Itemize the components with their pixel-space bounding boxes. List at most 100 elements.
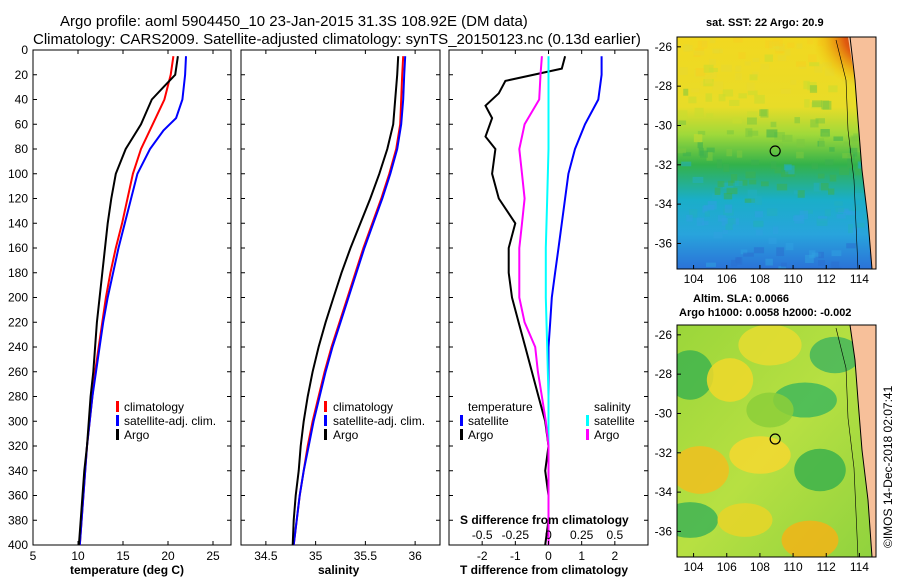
sst-pixel xyxy=(745,128,753,138)
sst-pixel xyxy=(785,165,795,175)
sst-pixel xyxy=(754,211,763,218)
depth-tick-label: 400 xyxy=(8,538,28,552)
lat-tick-label: -36 xyxy=(655,236,673,250)
sst-pixel xyxy=(681,161,692,167)
lon-tick-label: 104 xyxy=(684,560,704,574)
sst-pixel xyxy=(701,221,709,226)
sst-pixel xyxy=(688,96,697,104)
sst-pixel xyxy=(843,141,851,147)
lat-tick-label: -36 xyxy=(655,524,673,538)
depth-tick-marks xyxy=(33,49,648,546)
series-satellite-adj-clim- xyxy=(292,56,407,546)
sst-pixel xyxy=(765,258,773,266)
sst-pixel xyxy=(695,68,706,77)
sst-pixel xyxy=(682,152,692,157)
temperature-legend: climatology satellite-adj. clim. Argo xyxy=(116,400,216,442)
sst-pixel xyxy=(824,159,834,166)
sst-pixel xyxy=(797,190,805,198)
sst-pixel xyxy=(747,117,757,125)
difference-xlabel: T difference from climatology xyxy=(460,563,628,577)
legend-salinity-title: salinity xyxy=(594,400,631,414)
x-tick-label: 25 xyxy=(206,549,220,563)
sst-pixel xyxy=(772,226,779,235)
sst-pixel xyxy=(726,130,734,135)
depth-tick-label: 20 xyxy=(15,68,29,82)
depth-tick-label: 280 xyxy=(8,390,28,404)
salinity-difference-axis: -0.5 -0.25 0 0.25 0.5 xyxy=(472,528,624,542)
salinity-x-axis: 34.5 35 35.5 36 xyxy=(254,50,422,563)
depth-tick-label: 120 xyxy=(8,192,28,206)
legend-swatch-s-satellite xyxy=(586,415,589,426)
x-tick-label: 35 xyxy=(309,549,323,563)
temperature-xlabel: temperature (deg C) xyxy=(70,563,184,577)
sst-map xyxy=(677,37,876,269)
series-satellite-adj-clim- xyxy=(78,56,187,546)
depth-tick-label: 140 xyxy=(8,216,28,230)
sst-pixel xyxy=(857,222,866,228)
difference-x-axis: -2 -1 0 1 2 xyxy=(477,50,618,563)
depth-tick-label: 0 xyxy=(21,43,28,57)
sst-pixel xyxy=(842,153,853,159)
australia-land xyxy=(848,37,876,269)
x-tick-label: 10 xyxy=(71,549,85,563)
coastline xyxy=(849,325,873,557)
sst-pixel xyxy=(713,49,720,54)
sst-pixel xyxy=(678,120,687,125)
sst-pixel xyxy=(700,81,706,87)
depth-tick-label: 40 xyxy=(15,93,29,107)
sst-pixel xyxy=(709,58,717,66)
depth-tick-label: 100 xyxy=(8,167,28,181)
sst-pixel xyxy=(818,138,825,147)
bathymetry-contour xyxy=(835,327,859,557)
sla-eddy xyxy=(729,436,791,474)
sst-pixel xyxy=(824,209,831,217)
sst-pixel xyxy=(747,189,758,199)
sst-pixel xyxy=(818,251,824,259)
lon-tick-label: 112 xyxy=(817,272,836,286)
sst-pixel xyxy=(726,187,738,195)
sst-pixel xyxy=(740,249,748,255)
sst-pixel xyxy=(714,187,721,195)
x-tick-label: 0 xyxy=(545,549,552,563)
legend-t-satellite: satellite xyxy=(468,414,509,428)
sst-pixel xyxy=(706,152,713,161)
depth-tick-label: 180 xyxy=(8,266,28,280)
argo-location-marker xyxy=(769,145,781,157)
sst-pixel xyxy=(857,161,865,169)
legend-swatch-climatology xyxy=(324,401,327,412)
sst-pixel xyxy=(697,130,706,136)
sst-pixel xyxy=(716,159,722,169)
title-line-1: Argo profile: aoml 5904450_10 23-Jan-201… xyxy=(60,13,528,30)
sla-eddy xyxy=(809,336,861,374)
legend-s-argo: Argo xyxy=(594,428,620,442)
sst-pixel xyxy=(796,138,805,148)
sst-pixel xyxy=(848,224,854,234)
sst-pixel xyxy=(831,250,842,257)
title-line-2: Climatology: CARS2009. Satellite-adjuste… xyxy=(33,31,641,48)
sst-pixel xyxy=(761,181,769,187)
sst-pixel xyxy=(751,198,759,204)
sst-pixel xyxy=(720,64,732,72)
sst-pixel xyxy=(785,242,794,251)
sst-pixel xyxy=(749,179,757,185)
legend-argo: Argo xyxy=(333,428,359,442)
series-argo xyxy=(77,56,179,546)
lon-tick-label: 112 xyxy=(817,560,836,574)
sst-pixel xyxy=(768,237,777,244)
sla-map xyxy=(677,325,876,557)
sla-eddy xyxy=(677,446,729,494)
lon-tick-label: 108 xyxy=(750,272,770,286)
sst-pixel xyxy=(717,180,725,188)
sst-pixel xyxy=(728,180,734,186)
depth-tick-label: 220 xyxy=(8,315,28,329)
sst-pixel xyxy=(811,163,819,169)
sst-pixel xyxy=(747,90,758,96)
x-tick-label: 34.5 xyxy=(254,549,278,563)
sst-pixel xyxy=(836,214,846,219)
depth-tick-label: 60 xyxy=(15,117,29,131)
sst-pixel xyxy=(736,150,743,158)
sst-pixel xyxy=(745,171,756,179)
sst-pixel xyxy=(712,81,724,91)
sst-pixel xyxy=(818,183,829,191)
